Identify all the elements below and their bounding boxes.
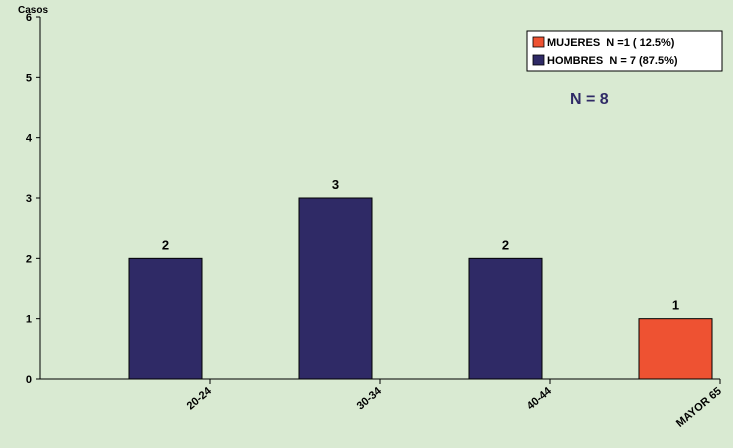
y-tick-label: 5 [26, 72, 32, 84]
legend-label-mujeres: MUJERES N =1 ( 12.5%) [547, 37, 675, 49]
legend-swatch-mujeres [532, 36, 545, 48]
legend-label-hombres: HOMBRES N = 7 (87.5%) [547, 55, 678, 67]
x-axis-ticks: 20-24 30-34 40-44 MAYOR 65 [185, 379, 724, 430]
x-tick-label: 30-34 [355, 385, 385, 413]
total-annotation: N = 8 [570, 91, 609, 108]
data-labels-group: 2 3 2 1 [162, 177, 679, 313]
bar-20-24 [128, 257, 203, 380]
y-axis-title: Casos [18, 5, 48, 16]
bar-mayor-65 [638, 318, 713, 380]
y-tick-label: 6 [26, 12, 32, 24]
legend: MUJERES N =1 ( 12.5%) HOMBRES N = 7 (87.… [526, 30, 723, 72]
data-label: 1 [672, 298, 679, 313]
x-tick-label: 20-24 [185, 385, 215, 413]
bar-30-34 [298, 197, 373, 380]
data-label: 2 [502, 237, 509, 252]
y-tick-label: 4 [26, 133, 33, 145]
legend-swatch-hombres [532, 54, 545, 66]
x-tick-label: MAYOR 65 [674, 385, 724, 430]
data-label: 2 [162, 237, 169, 252]
bar-40-44 [468, 257, 543, 380]
legend-box [526, 30, 723, 72]
y-tick-label: 2 [26, 253, 32, 265]
bars-group [128, 197, 713, 380]
x-tick-label: 40-44 [525, 385, 555, 413]
y-axis-ticks: 0 1 2 3 4 5 6 [26, 12, 40, 386]
data-label: 3 [332, 177, 339, 192]
y-tick-label: 3 [26, 193, 32, 205]
y-tick-label: 1 [26, 314, 32, 326]
y-tick-label: 0 [26, 374, 32, 386]
